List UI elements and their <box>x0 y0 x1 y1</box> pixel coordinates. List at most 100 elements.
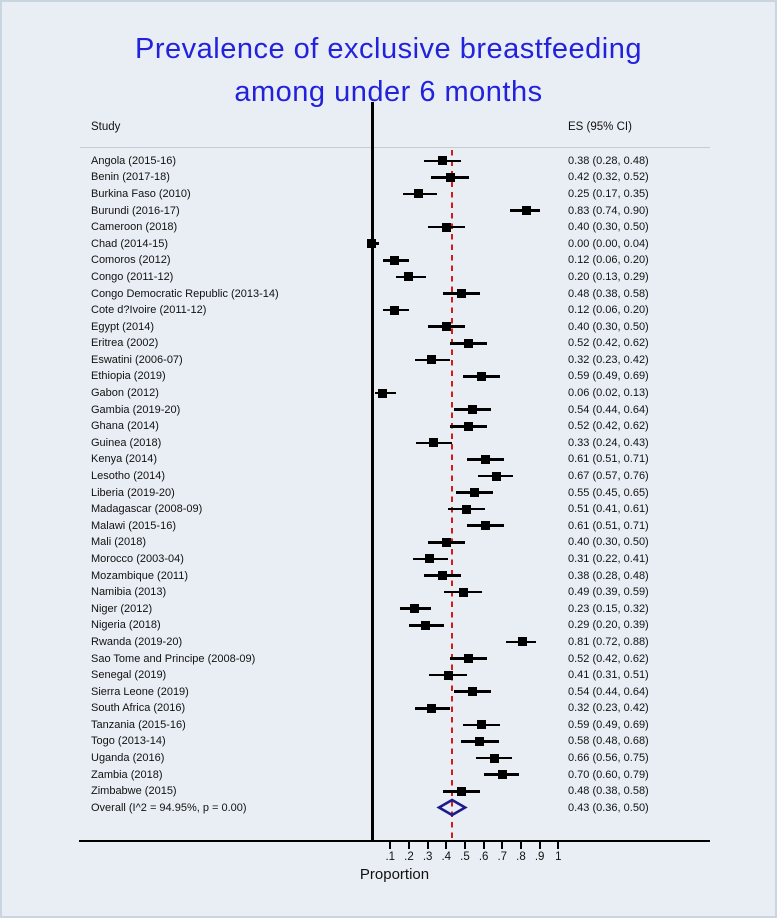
es-value: 0.70 (0.60, 0.79) <box>568 768 649 781</box>
effect-size-marker <box>456 289 466 299</box>
column-header-study: Study <box>91 121 121 133</box>
es-value: 0.31 (0.22, 0.41) <box>568 552 649 565</box>
effect-size-marker <box>441 222 451 232</box>
es-value: 0.83 (0.74, 0.90) <box>568 204 649 217</box>
x-axis-line <box>79 840 710 842</box>
x-tick <box>463 841 466 849</box>
overall-reference-dashed-line <box>450 150 454 840</box>
effect-size-marker <box>404 272 414 282</box>
study-label: Sao Tome and Principe (2008-09) <box>91 652 256 665</box>
study-label: Liberia (2019-20) <box>91 486 175 499</box>
es-value: 0.48 (0.38, 0.58) <box>568 287 649 300</box>
es-value: 0.59 (0.49, 0.69) <box>568 370 649 383</box>
study-label: South Africa (2016) <box>91 702 186 715</box>
study-label: Congo Democratic Republic (2013-14) <box>91 287 279 300</box>
effect-size-marker <box>410 604 420 614</box>
study-label: Zambia (2018) <box>91 768 163 781</box>
study-label: Madagascar (2008-09) <box>91 503 203 516</box>
x-tick <box>501 841 504 849</box>
x-tick-label: .2 <box>404 851 414 863</box>
es-value: 0.40 (0.30, 0.50) <box>568 320 649 333</box>
effect-size-marker <box>467 687 477 697</box>
overall-label: Overall (I^2 = 94.95%, p = 0.00) <box>91 801 247 814</box>
effect-size-marker <box>477 371 487 381</box>
study-label: Togo (2013-14) <box>91 735 166 748</box>
effect-size-marker <box>490 753 500 763</box>
effect-size-marker <box>441 537 451 547</box>
effect-size-marker <box>469 488 479 498</box>
x-tick <box>407 841 410 849</box>
study-label: Guinea (2018) <box>91 436 162 449</box>
study-label: Niger (2012) <box>91 602 153 615</box>
es-value: 0.06 (0.02, 0.13) <box>568 387 649 400</box>
x-tick <box>519 841 522 849</box>
effect-size-marker <box>424 554 434 564</box>
effect-size-marker <box>464 654 474 663</box>
x-tick <box>426 841 429 849</box>
effect-size-marker <box>438 156 448 166</box>
study-label: Zimbabwe (2015) <box>91 785 177 798</box>
effect-size-marker <box>441 322 451 332</box>
es-value: 0.66 (0.56, 0.75) <box>568 752 649 765</box>
chart-title-line2: among under 6 months <box>234 76 543 108</box>
es-value: 0.23 (0.15, 0.32) <box>568 602 649 615</box>
study-label: Gabon (2012) <box>91 387 159 400</box>
es-value: 0.38 (0.28, 0.48) <box>568 569 649 582</box>
study-label: Gambia (2019-20) <box>91 403 181 416</box>
effect-size-marker <box>464 338 474 348</box>
study-label: Senegal (2019) <box>91 669 167 682</box>
study-label: Morocco (2003-04) <box>91 552 184 565</box>
chart-title-line1: Prevalence of exclusive breastfeeding <box>135 33 642 65</box>
effect-size-marker <box>443 670 453 680</box>
x-tick-label: .4 <box>441 851 452 863</box>
study-label: Mali (2018) <box>91 536 147 549</box>
es-value: 0.59 (0.49, 0.69) <box>568 718 649 731</box>
study-label: Cote d?Ivoire (2011-12) <box>91 304 207 317</box>
es-value: 0.12 (0.06, 0.20) <box>568 254 649 267</box>
overall-es-value: 0.43 (0.36, 0.50) <box>568 801 649 814</box>
x-axis-label: Proportion <box>359 866 430 883</box>
study-label: Nigeria (2018) <box>91 619 161 632</box>
effect-size-marker <box>462 504 472 514</box>
es-value: 0.52 (0.42, 0.62) <box>568 652 649 665</box>
header-divider <box>80 147 710 148</box>
effect-size-marker <box>426 355 436 365</box>
es-value: 0.40 (0.30, 0.50) <box>568 221 649 234</box>
study-label: Rwanda (2019-20) <box>91 635 183 648</box>
study-label: Burkina Faso (2010) <box>91 187 191 200</box>
es-value: 0.42 (0.32, 0.52) <box>568 171 649 184</box>
effect-size-marker <box>378 388 388 398</box>
study-label: Angola (2015-16) <box>91 154 177 167</box>
es-value: 0.61 (0.51, 0.71) <box>568 453 649 466</box>
study-label: Eswatini (2006-07) <box>91 353 183 366</box>
effect-size-marker <box>475 736 485 746</box>
es-value: 0.81 (0.72, 0.88) <box>568 635 649 648</box>
effect-size-marker <box>480 454 490 464</box>
effect-size-marker <box>518 637 528 647</box>
es-value: 0.38 (0.28, 0.48) <box>568 154 649 167</box>
es-value: 0.40 (0.30, 0.50) <box>568 536 649 549</box>
study-label: Lesotho (2014) <box>91 470 165 482</box>
x-tick-label: .1 <box>385 851 396 863</box>
study-label: Ethiopia (2019) <box>91 370 166 383</box>
study-label: Burundi (2016-17) <box>91 204 180 217</box>
es-value: 0.52 (0.42, 0.62) <box>568 337 649 350</box>
es-value: 0.67 (0.57, 0.76) <box>568 470 649 482</box>
study-label: Malawi (2015-16) <box>91 519 176 532</box>
study-label: Sierra Leone (2019) <box>91 685 189 698</box>
x-tick <box>445 841 448 849</box>
x-tick-label: 1 <box>555 851 562 863</box>
es-value: 0.33 (0.24, 0.43) <box>568 436 649 449</box>
effect-size-marker <box>367 239 377 249</box>
x-tick-label: .7 <box>497 851 508 863</box>
x-tick <box>557 841 560 849</box>
study-label: Ghana (2014) <box>91 420 159 433</box>
study-label: Mozambique (2011) <box>91 569 189 582</box>
es-value: 0.54 (0.44, 0.64) <box>568 403 649 416</box>
effect-size-marker <box>421 620 431 630</box>
effect-size-marker <box>480 521 490 531</box>
zero-reference-line <box>371 102 374 841</box>
x-tick-label: .3 <box>422 851 433 863</box>
x-tick-label: .6 <box>478 851 489 863</box>
